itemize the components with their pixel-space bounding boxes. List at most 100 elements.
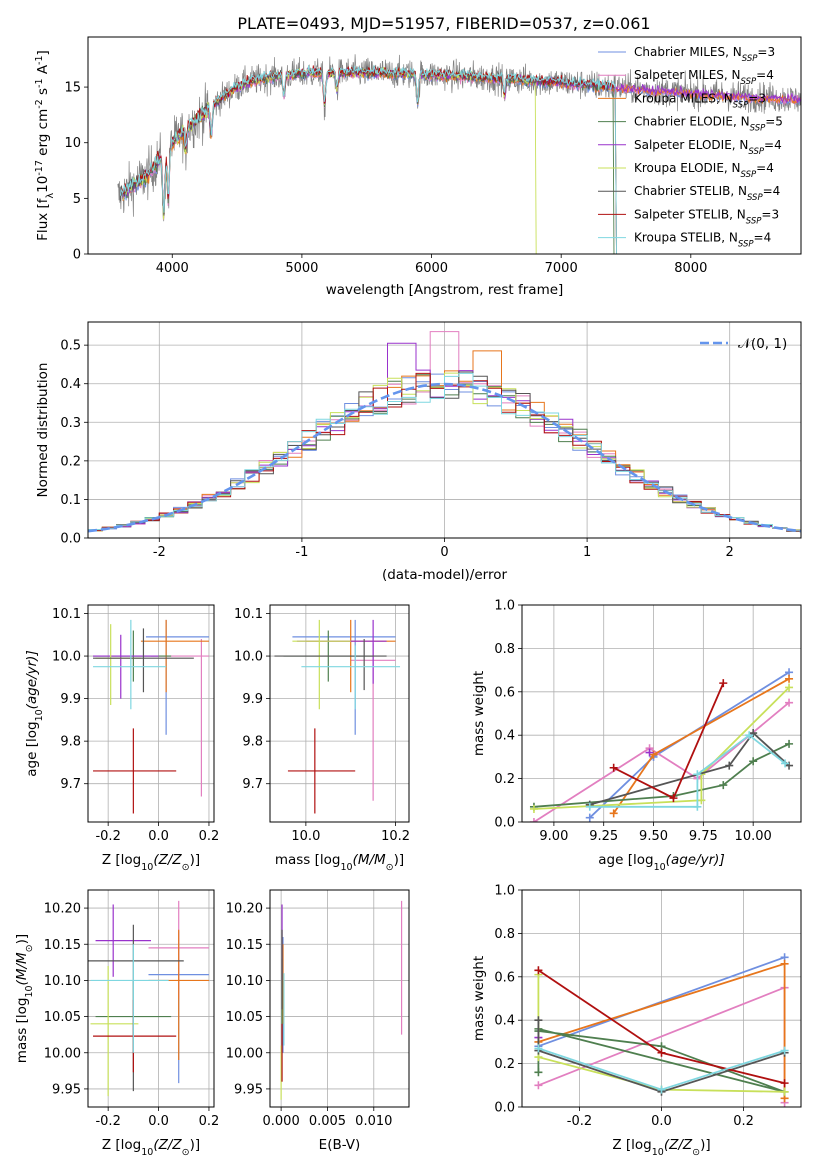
weight-marker	[749, 757, 758, 766]
weight-marker	[534, 1081, 543, 1090]
y-tick-label: 10.20	[226, 902, 263, 917]
y-axis-label-part: (M/M	[14, 952, 30, 985]
y-axis-label-part: 10	[35, 176, 51, 193]
legend-nssp-value: =	[756, 68, 766, 82]
y-tick-label: 0.0	[60, 532, 81, 547]
x-tick-label: 0.005	[309, 1114, 346, 1129]
plot-area-mass-vs-Z	[88, 900, 209, 1097]
x-axis-label: E(B-V)	[319, 1137, 361, 1153]
x-tick-label: 10.00	[735, 829, 772, 844]
weight-series	[645, 748, 654, 757]
errorbar-point	[93, 728, 177, 814]
axes-residuals: -2 -1 0 1 2 0.0 0.1 0.2 0.3 0.4 0.5 (data-model)/er…	[35, 321, 802, 583]
legend-nssp-value: =	[763, 184, 773, 198]
y-tick-label: 0.5	[60, 339, 81, 354]
x-axis-label-part: (age/yr)]	[666, 852, 725, 868]
x-tick-label: 7000	[545, 261, 578, 276]
x-tick-label: 9.00	[539, 829, 568, 844]
weight-marker	[657, 1085, 666, 1094]
y-tick-label: 1.0	[494, 884, 515, 899]
y-axis-label-part: λ	[45, 192, 56, 198]
y-tick-label: 9.9	[60, 692, 81, 707]
x-tick-label: 0.000	[263, 1114, 300, 1129]
legend-nssp-number: 3	[758, 91, 766, 105]
weight-series	[609, 679, 728, 803]
legend-series-name: Chabrier ELODIE	[634, 115, 733, 129]
legend-nssp-prefix: , N	[716, 91, 733, 105]
x-tick-label: -1	[295, 545, 308, 560]
x-axis-label: (data-model)/error	[382, 567, 508, 583]
y-axis-label-part: A	[35, 64, 51, 78]
legend-nssp-value: =	[756, 161, 766, 175]
y-axis-label-part: -17	[34, 160, 45, 176]
legend-entry: Kroupa ELODIE, NSSP=4	[634, 161, 774, 180]
legend-series-name: Kroupa MILES	[634, 91, 716, 105]
x-tick-label: 5000	[285, 261, 318, 276]
x-axis-label: wavelength [Angstrom, rest frame]	[326, 282, 564, 298]
errorbar-point	[93, 619, 167, 710]
legend-series-name: Kroupa STELIB	[634, 231, 721, 245]
legend-series-name: Chabrier MILES	[634, 45, 725, 59]
legend-entry: Kroupa STELIB, NSSP=4	[634, 231, 771, 250]
legend-entry: Chabrier STELIB, NSSP=4	[634, 184, 780, 203]
axes-frame	[87, 604, 215, 823]
x-axis-label-part: (Z/Z	[153, 1137, 182, 1153]
axes-frame	[269, 604, 410, 823]
legend-nssp-number: 3	[771, 207, 779, 221]
y-tick-label: 0.4	[494, 1014, 515, 1029]
x-tick-label: 1	[583, 545, 591, 560]
axes-frame	[521, 604, 802, 823]
legend-series-name: Kroupa ELODIE	[634, 161, 724, 175]
x-axis-label-part: Z [log	[102, 1137, 141, 1153]
legend-nssp-sub: SSP	[747, 193, 763, 203]
x-axis-label-part: 10	[340, 862, 352, 873]
y-axis-label-part: -2	[34, 99, 45, 108]
x-axis-label-part: (Z/Z	[664, 1137, 693, 1153]
legend-nssp-prefix: , N	[724, 68, 741, 82]
legend-series-name: Chabrier STELIB	[634, 184, 730, 198]
y-axis-label-part: (age/yr)]	[24, 650, 40, 709]
legend-nssp-number: 4	[764, 231, 772, 245]
x-tick-label: 0.0	[651, 1114, 672, 1129]
y-tick-label: 0.6	[494, 970, 515, 985]
x-axis-label-part: 10	[654, 862, 666, 873]
axes-frame	[87, 36, 802, 255]
legend-nssp-sub: SSP	[741, 77, 757, 87]
weight-marker	[785, 683, 794, 692]
weight-marker	[745, 731, 754, 740]
y-tick-label: 9.95	[52, 1082, 81, 1097]
weight-marker	[534, 1016, 543, 1025]
y-axis-label: mass [log10(M/M⊙)]	[14, 934, 35, 1063]
weight-line	[533, 686, 790, 810]
y-tick-label: 10.0	[234, 650, 263, 665]
weight-marker	[534, 1044, 543, 1053]
y-axis-label: Normed distribution	[35, 363, 51, 498]
errorbar-point	[292, 619, 351, 710]
y-axis-label-part: 10	[24, 985, 35, 997]
legend-nssp-sub: SSP	[748, 147, 764, 157]
plot-area-spectrum	[117, 54, 801, 254]
y-axis-label-part: -1	[34, 55, 45, 64]
x-tick-label: -2	[153, 545, 166, 560]
legend-nssp-value: =	[754, 231, 764, 245]
x-tick-label: 0.010	[355, 1114, 392, 1129]
errorbar-point	[93, 628, 194, 693]
x-axis-label-part: ⊙	[182, 862, 190, 873]
legend-series-name: Salpeter MILES	[634, 68, 724, 82]
y-tick-label: 9.9	[242, 692, 263, 707]
legend-nssp-value: =	[761, 207, 771, 221]
y-tick-label: 1.0	[494, 599, 515, 614]
plot-area-residuals	[88, 331, 801, 533]
figure-title: PLATE=0493, MJD=51957, FIBERID=0537, z=0…	[237, 14, 650, 33]
weight-marker	[534, 1068, 543, 1077]
weight-marker	[534, 966, 543, 975]
y-tick-label: 0.2	[60, 454, 81, 469]
weight-marker	[529, 818, 538, 822]
weight-line	[537, 974, 785, 1093]
plot-area-weights-vs-Z	[534, 953, 789, 1107]
y-tick-label: 10.10	[44, 974, 81, 989]
plot-area-weights-vs-age	[529, 668, 794, 822]
errorbar-point	[95, 904, 151, 977]
x-axis-label-part: Z [log	[102, 852, 141, 868]
